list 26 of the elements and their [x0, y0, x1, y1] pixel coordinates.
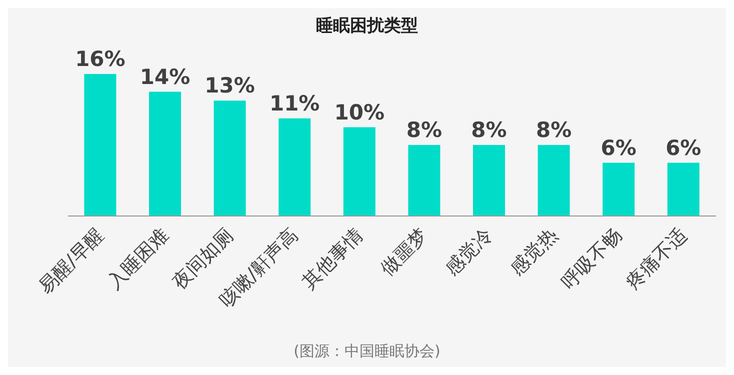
- data-label: 8%: [406, 118, 442, 142]
- bar: [149, 92, 181, 216]
- data-label: 14%: [140, 64, 190, 89]
- data-label: 8%: [536, 118, 572, 142]
- bar: [473, 145, 505, 216]
- bar: [602, 162, 635, 216]
- bar: [343, 127, 376, 216]
- bar: [538, 145, 570, 216]
- bar: [408, 145, 440, 216]
- data-label: 6%: [600, 136, 636, 160]
- x-tick-label: 其他事情: [298, 224, 368, 294]
- text: (图源：中国睡眠协会): [292, 342, 442, 361]
- x-tick-label: 疼痛不适: [622, 224, 692, 294]
- bar: [214, 100, 246, 216]
- data-label: 16%: [75, 47, 126, 71]
- data-label: 8%: [471, 118, 507, 142]
- x-tick-label: 做噩梦: [376, 224, 432, 280]
- bar: [667, 162, 700, 216]
- bar: [278, 118, 311, 216]
- bar: [84, 74, 116, 216]
- data-label: 13%: [204, 74, 255, 98]
- data-label: 11%: [269, 91, 320, 116]
- data-label: 6%: [666, 136, 702, 160]
- x-tick-label: 感觉冷: [441, 224, 497, 280]
- data-label: 10%: [334, 100, 385, 124]
- chart-title: 睡眠困扰类型: [315, 15, 419, 38]
